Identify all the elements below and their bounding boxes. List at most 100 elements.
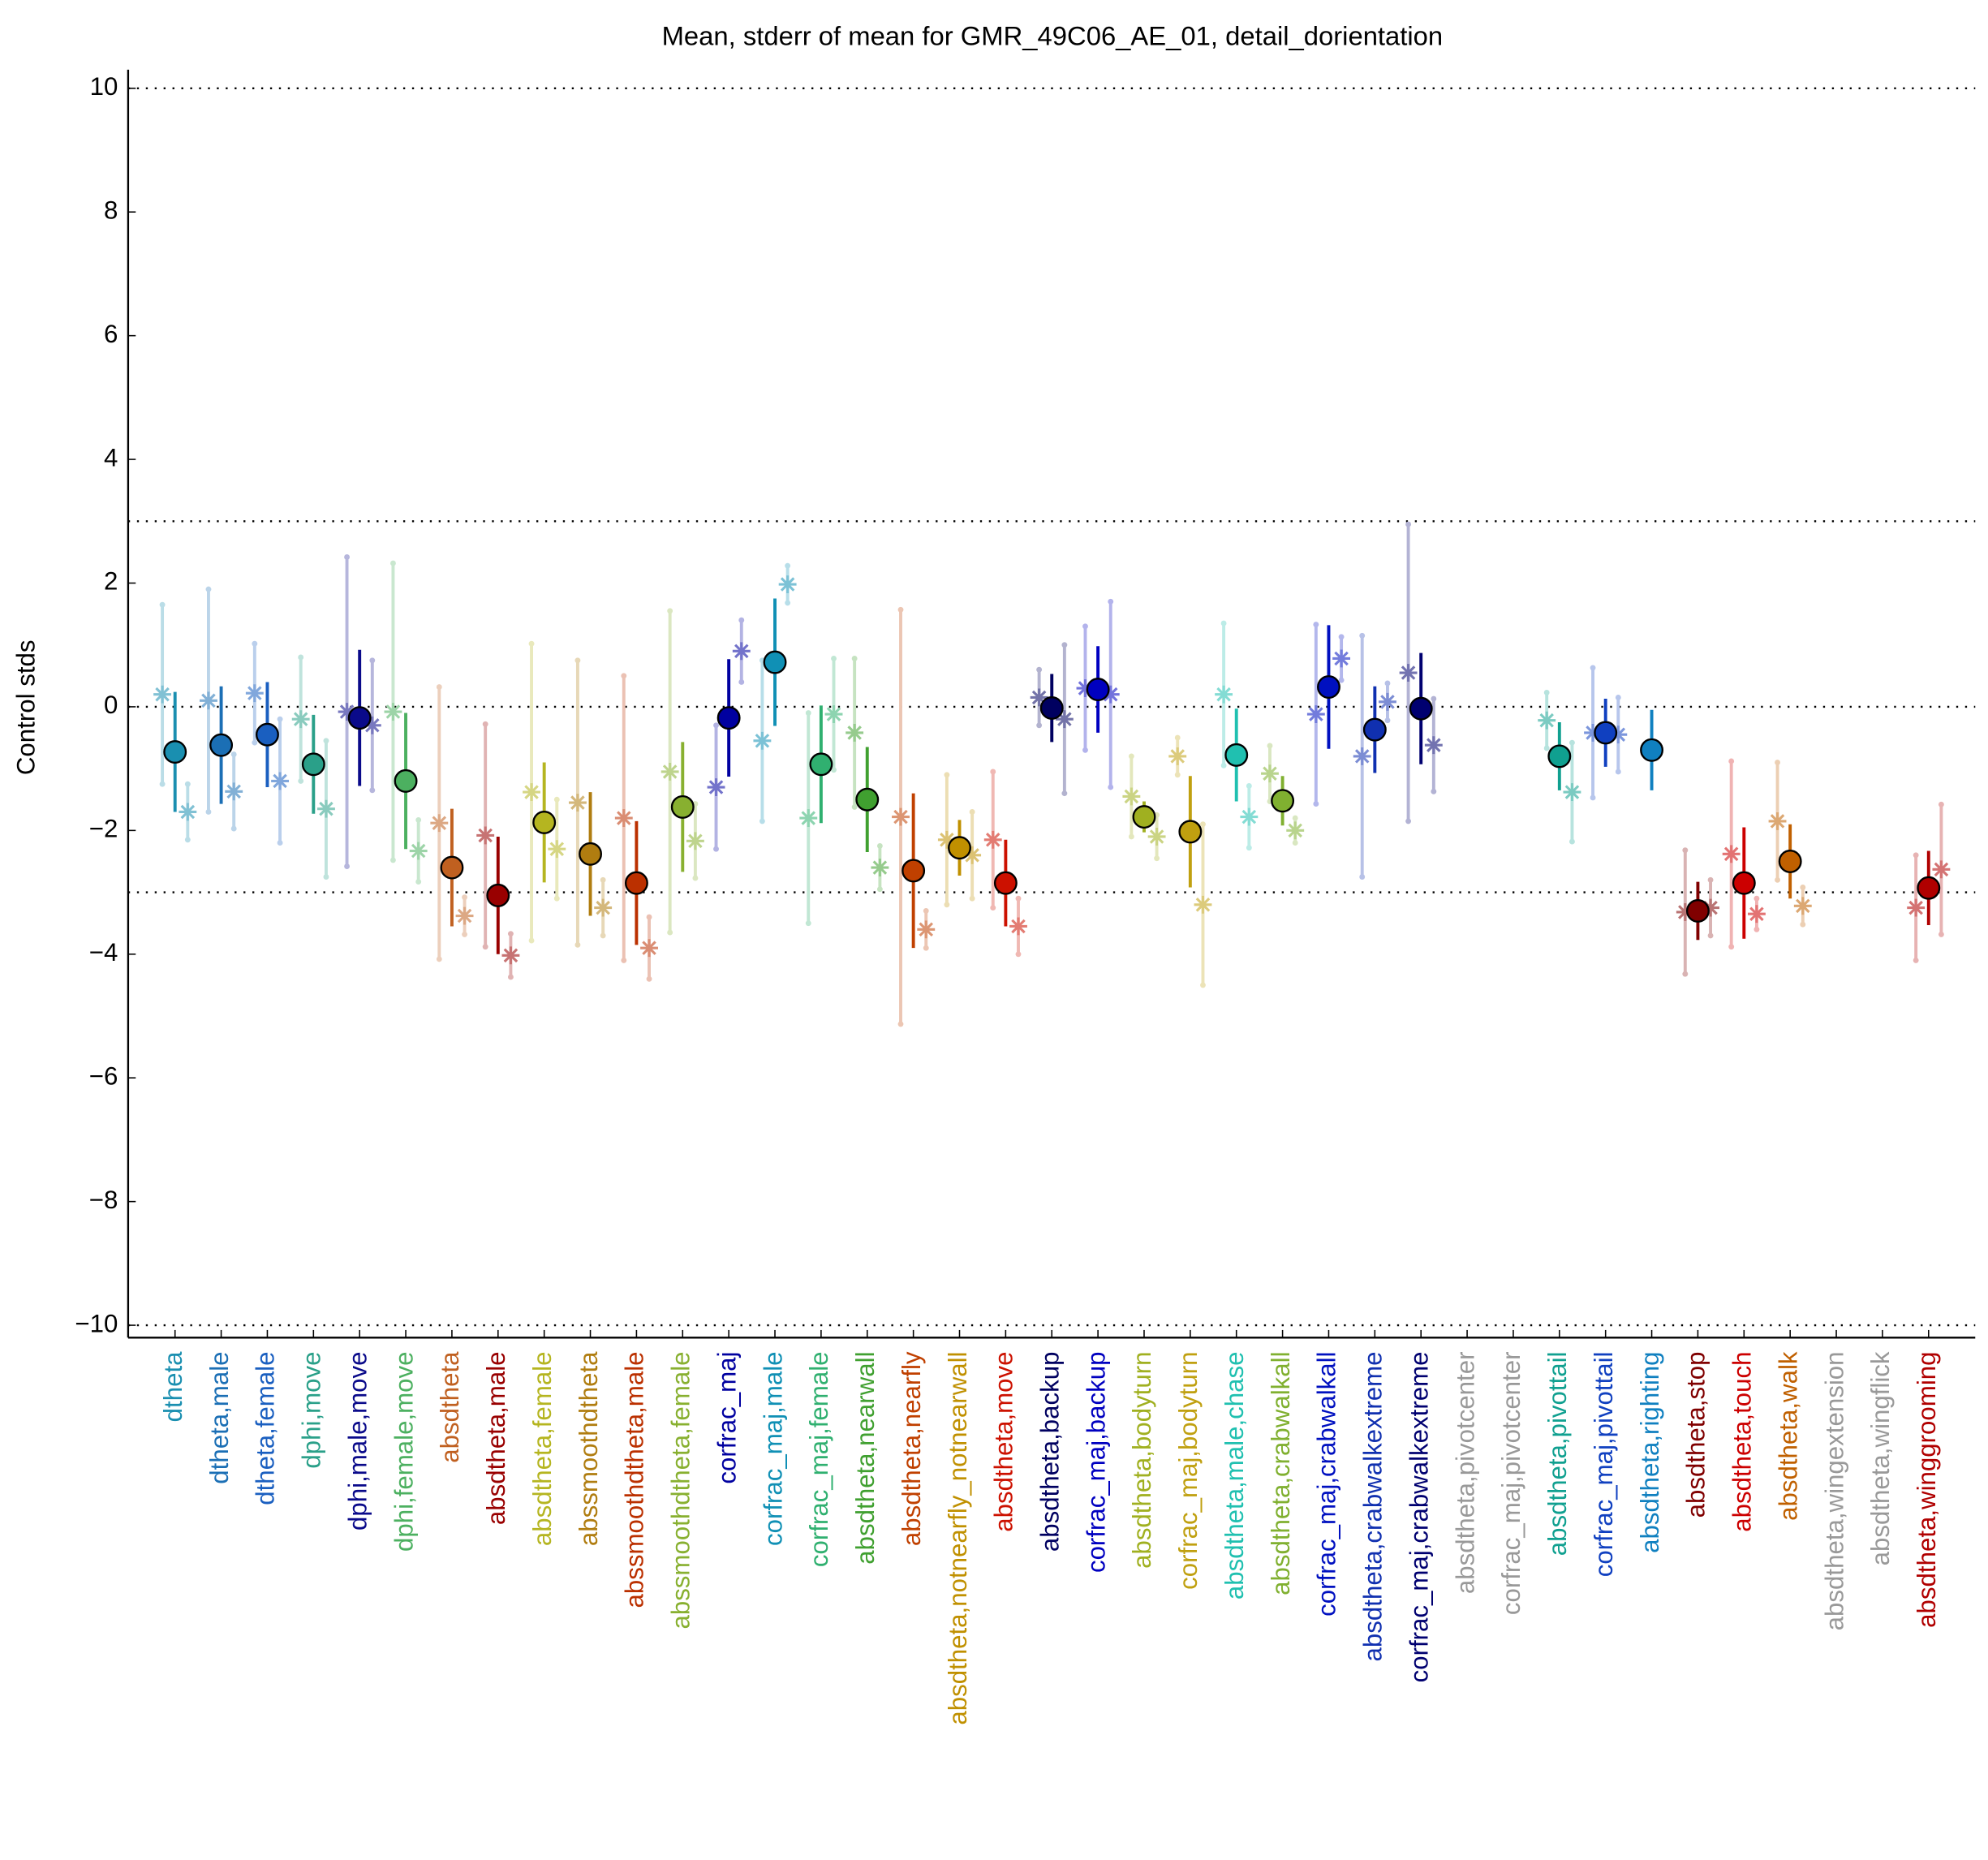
star-marker	[1722, 845, 1741, 863]
mean-marker	[532, 810, 557, 834]
error-bar-end	[1543, 745, 1550, 751]
x-tick-label: absdtheta,pivottail	[1543, 1351, 1572, 1556]
error-bar-end	[1800, 921, 1806, 928]
x-tick-label: absdtheta,bodyturn	[1128, 1351, 1156, 1568]
star-marker	[568, 794, 587, 812]
star-marker	[363, 716, 381, 734]
x-tick-label: corfrac_maj,male	[759, 1351, 787, 1546]
error-bar-end	[323, 738, 329, 744]
error-bar-end	[1405, 521, 1412, 527]
y-tick-label: 2	[104, 567, 118, 596]
x-tick-label: corfrac_maj,crabwalkall	[1313, 1351, 1341, 1616]
error-bar-end	[805, 710, 811, 716]
error-bar-end	[1246, 845, 1252, 851]
y-tick-label: −4	[89, 938, 118, 967]
mean-marker	[1685, 898, 1710, 923]
error-bar-end	[621, 673, 627, 679]
error-bar-end	[1569, 838, 1575, 845]
error-bar-end	[252, 640, 258, 647]
error-bar-end	[344, 863, 351, 869]
error-bar-end	[1246, 783, 1252, 789]
error-bar-end	[876, 842, 883, 849]
mean-marker	[1409, 696, 1433, 721]
star-marker	[476, 826, 495, 845]
error-bar-end	[1775, 876, 1780, 883]
star-marker	[1009, 917, 1027, 936]
x-tick-label: absdtheta,stop	[1682, 1351, 1710, 1518]
star-marker	[409, 842, 428, 860]
x-tick-label: corfrac_maj,pivotcenter	[1497, 1351, 1525, 1615]
error-bar-end	[1728, 758, 1735, 764]
error-bar-end	[1728, 944, 1735, 950]
error-bar-end	[897, 1021, 904, 1027]
star-marker	[1702, 898, 1719, 917]
star-marker	[778, 575, 797, 593]
error-bar-end	[1267, 743, 1273, 749]
error-bar-end	[184, 781, 191, 787]
mean-marker	[1778, 850, 1802, 873]
error-bar-end	[1108, 784, 1114, 790]
error-bar-end	[1707, 932, 1714, 939]
star-marker	[225, 782, 243, 801]
error-bar-end	[923, 907, 929, 914]
error-bar-end	[1154, 855, 1160, 862]
error-bar-end	[1590, 794, 1596, 801]
error-bar-end	[528, 640, 535, 647]
error-bar-end	[1015, 951, 1022, 958]
error-bar-end	[1338, 634, 1345, 640]
error-bar-end	[621, 957, 627, 963]
error-bar-end	[897, 606, 904, 613]
mean-marker	[1594, 721, 1618, 745]
error-bar-end	[230, 751, 237, 758]
error-bar-end	[415, 879, 422, 885]
x-tick-label: absdtheta,nearfly	[897, 1351, 926, 1546]
error-bar-end	[1082, 623, 1088, 630]
error-bar-end	[969, 809, 975, 815]
error-bar-end	[713, 722, 719, 729]
error-bar-end	[990, 769, 996, 775]
error-bar-end	[923, 945, 929, 951]
error-bar-end	[1615, 769, 1621, 775]
error-bar-end	[1200, 821, 1206, 828]
mean-marker	[486, 883, 510, 907]
error-bar-end	[205, 586, 212, 592]
error-bar-end	[944, 772, 950, 778]
error-bar-end	[1753, 926, 1760, 932]
mean-marker	[855, 787, 880, 812]
error-bar-end	[646, 914, 652, 920]
x-tick-label: abssmoothdtheta,male	[621, 1351, 649, 1608]
error-bar-end	[298, 654, 304, 661]
error-bar-end	[436, 956, 442, 962]
error-bar-end	[692, 875, 699, 881]
error-bar-end	[667, 929, 673, 936]
error-bar-end	[369, 787, 376, 794]
mean-marker	[993, 871, 1018, 895]
mean-marker	[394, 769, 418, 793]
x-tick-label: absdtheta,winggrooming	[1913, 1351, 1941, 1627]
star-marker	[1563, 783, 1581, 802]
x-tick-label: absdtheta,backup	[1035, 1351, 1064, 1552]
error-bar-end	[1108, 598, 1114, 605]
error-bar-end	[1938, 931, 1944, 937]
error-bar-end	[1913, 852, 1919, 859]
star-marker	[963, 846, 982, 864]
star-marker	[1609, 725, 1628, 744]
mean-marker	[624, 871, 648, 895]
error-bar-end	[1913, 957, 1919, 963]
error-bar-end	[851, 656, 858, 661]
error-bar-end	[1200, 982, 1206, 988]
y-tick-label: 10	[90, 72, 118, 101]
star-marker	[1215, 685, 1233, 704]
error-bar-end	[344, 554, 351, 560]
star-marker	[753, 731, 772, 750]
star-marker	[917, 920, 936, 939]
y-tick-label: −8	[89, 1186, 118, 1214]
error-bar-end	[738, 679, 745, 685]
y-axis-label: Control stds	[12, 639, 41, 775]
error-bar-end	[1174, 772, 1181, 778]
x-tick-label: corfrac_maj	[712, 1351, 741, 1483]
error-bar-end	[462, 931, 467, 937]
mean-marker	[948, 836, 971, 860]
error-bar-end	[831, 656, 837, 661]
